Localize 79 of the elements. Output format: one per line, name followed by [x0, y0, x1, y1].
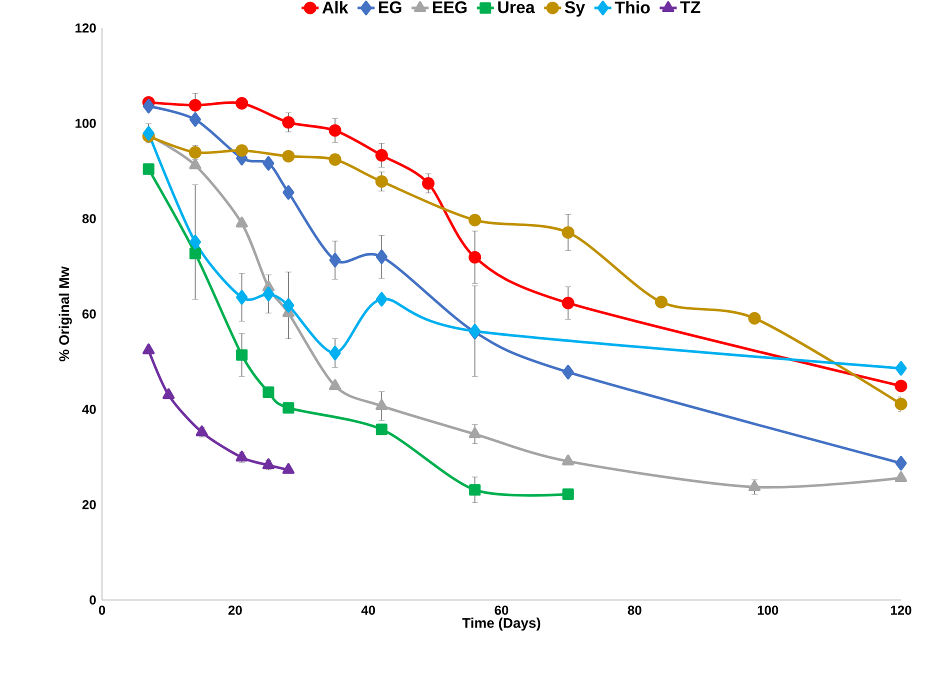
legend-label: Thio: [614, 1, 650, 14]
y-tick-label: 80: [82, 214, 96, 224]
legend-label: TZ: [680, 1, 700, 14]
y-tick-label: 60: [82, 309, 96, 319]
legend-label: EG: [378, 1, 402, 14]
point: [282, 150, 295, 162]
point: [282, 298, 294, 313]
y-tick-label: 20: [82, 500, 96, 510]
point: [655, 296, 668, 308]
x-tick-label: 0: [98, 606, 106, 615]
point: [468, 427, 481, 438]
point: [328, 153, 342, 166]
y-tick-label: 120: [76, 23, 96, 33]
point: [748, 480, 761, 492]
point: [236, 349, 248, 361]
x-tick-label: 20: [228, 606, 242, 615]
point: [375, 148, 388, 162]
point: [329, 252, 341, 268]
point: [329, 379, 342, 390]
point: [188, 146, 202, 159]
point: [162, 388, 175, 400]
point: [142, 343, 155, 354]
point: [562, 488, 574, 500]
point: [376, 250, 388, 264]
point: [422, 177, 435, 190]
point: [376, 292, 388, 306]
point: [142, 98, 154, 114]
point: [895, 361, 907, 376]
point: [189, 112, 201, 127]
point: [282, 463, 294, 474]
point: [895, 456, 907, 470]
x-tick-label: 80: [628, 606, 642, 615]
legend-label: Alk: [322, 1, 348, 14]
point: [142, 163, 154, 175]
legend-label: EEG: [433, 1, 467, 14]
y-axis-title: % Original Mw: [58, 266, 72, 362]
point: [468, 214, 482, 226]
point: [189, 158, 202, 170]
point: [236, 97, 248, 110]
point: [262, 286, 274, 302]
legend-label: Urea: [498, 1, 535, 14]
point: [562, 454, 574, 466]
point: [236, 290, 248, 305]
point: [189, 248, 201, 260]
point: [328, 124, 342, 137]
point: [329, 346, 341, 360]
point: [196, 425, 208, 436]
point: [748, 312, 761, 325]
y-tick-label: 100: [76, 118, 96, 128]
point: [894, 380, 908, 392]
point: [282, 185, 294, 200]
point: [236, 216, 248, 228]
point: [282, 402, 294, 414]
y-tick-label: 40: [82, 404, 96, 414]
point: [188, 98, 202, 112]
point: [236, 144, 248, 157]
x-tick-label: 60: [494, 606, 508, 615]
point: [189, 234, 201, 250]
point: [562, 296, 574, 310]
point: [894, 471, 908, 482]
x-tick-label: 40: [361, 606, 376, 615]
x-axis-title: Time (Days): [462, 618, 540, 631]
point: [468, 251, 482, 264]
point: [236, 450, 248, 462]
point: [894, 398, 908, 410]
point: [262, 386, 274, 398]
point: [469, 484, 481, 496]
point: [562, 226, 574, 239]
x-tick-label: 100: [758, 606, 778, 615]
point: [562, 364, 574, 380]
point: [376, 399, 388, 410]
y-tick-label: 0: [90, 595, 96, 605]
legend-label: Sy: [564, 1, 586, 17]
point: [262, 458, 274, 470]
x-tick-label: 120: [891, 606, 912, 615]
point: [376, 424, 388, 436]
point: [282, 116, 295, 129]
point: [375, 175, 388, 188]
point: [262, 156, 274, 171]
